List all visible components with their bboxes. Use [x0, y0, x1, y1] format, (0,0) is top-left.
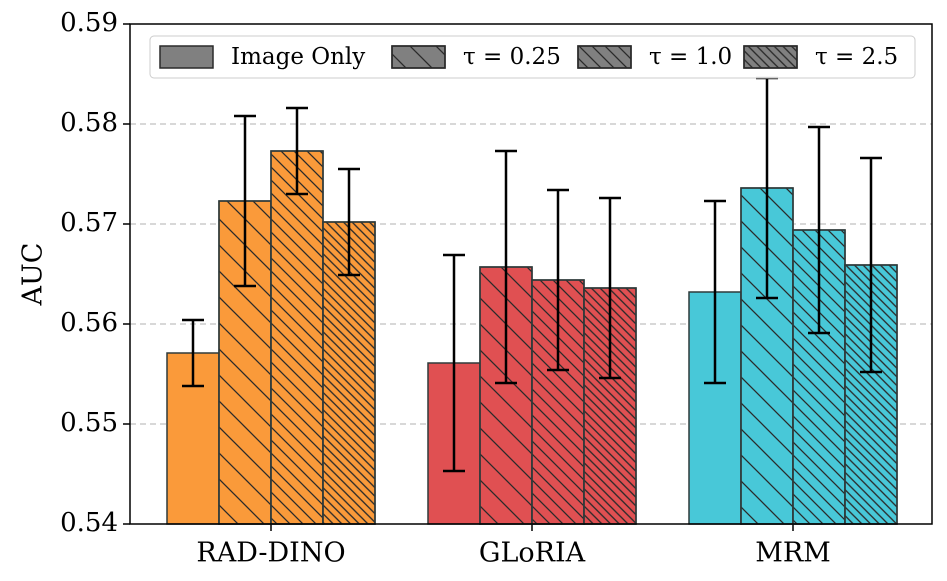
error-bar — [495, 149, 517, 385]
legend-swatch — [159, 45, 214, 69]
y-tick-label: 0.58 — [60, 108, 118, 138]
error-bar — [547, 188, 569, 372]
error-bar — [599, 196, 621, 380]
legend-hatch — [577, 45, 632, 69]
y-tick-label: 0.57 — [60, 208, 118, 238]
error-bar — [808, 125, 830, 335]
legend-label: τ = 1.0 — [649, 44, 732, 70]
bar-hatch — [270, 150, 324, 525]
legend-label: τ = 2.5 — [815, 44, 898, 70]
x-tick-label: MRM — [755, 538, 831, 569]
legend: Image Only τ = 0.25 τ = 1.0 τ = 2.5 — [149, 35, 916, 79]
y-axis-label: AUC — [18, 243, 49, 307]
y-tick-label: 0.54 — [60, 508, 118, 538]
error-bar — [234, 114, 256, 288]
legend-label: Image Only — [231, 44, 365, 70]
error-bar — [182, 318, 204, 388]
y-tick-label: 0.59 — [60, 8, 118, 38]
bar — [688, 291, 742, 525]
error-bar — [338, 167, 360, 277]
y-tick-label: 0.55 — [60, 408, 118, 438]
legend-box — [149, 35, 916, 79]
legend-hatch — [743, 45, 798, 69]
y-tick-label: 0.56 — [60, 308, 118, 338]
error-bar — [860, 156, 882, 374]
plot-frame — [129, 23, 933, 525]
error-bar — [286, 106, 308, 196]
legend-hatch — [391, 45, 446, 69]
error-bar — [704, 199, 726, 385]
x-tick-label: RAD-DINO — [196, 538, 345, 569]
x-tick-label: GLoRIA — [479, 538, 586, 569]
error-bar — [443, 253, 465, 473]
legend-label: τ = 0.25 — [463, 44, 561, 70]
